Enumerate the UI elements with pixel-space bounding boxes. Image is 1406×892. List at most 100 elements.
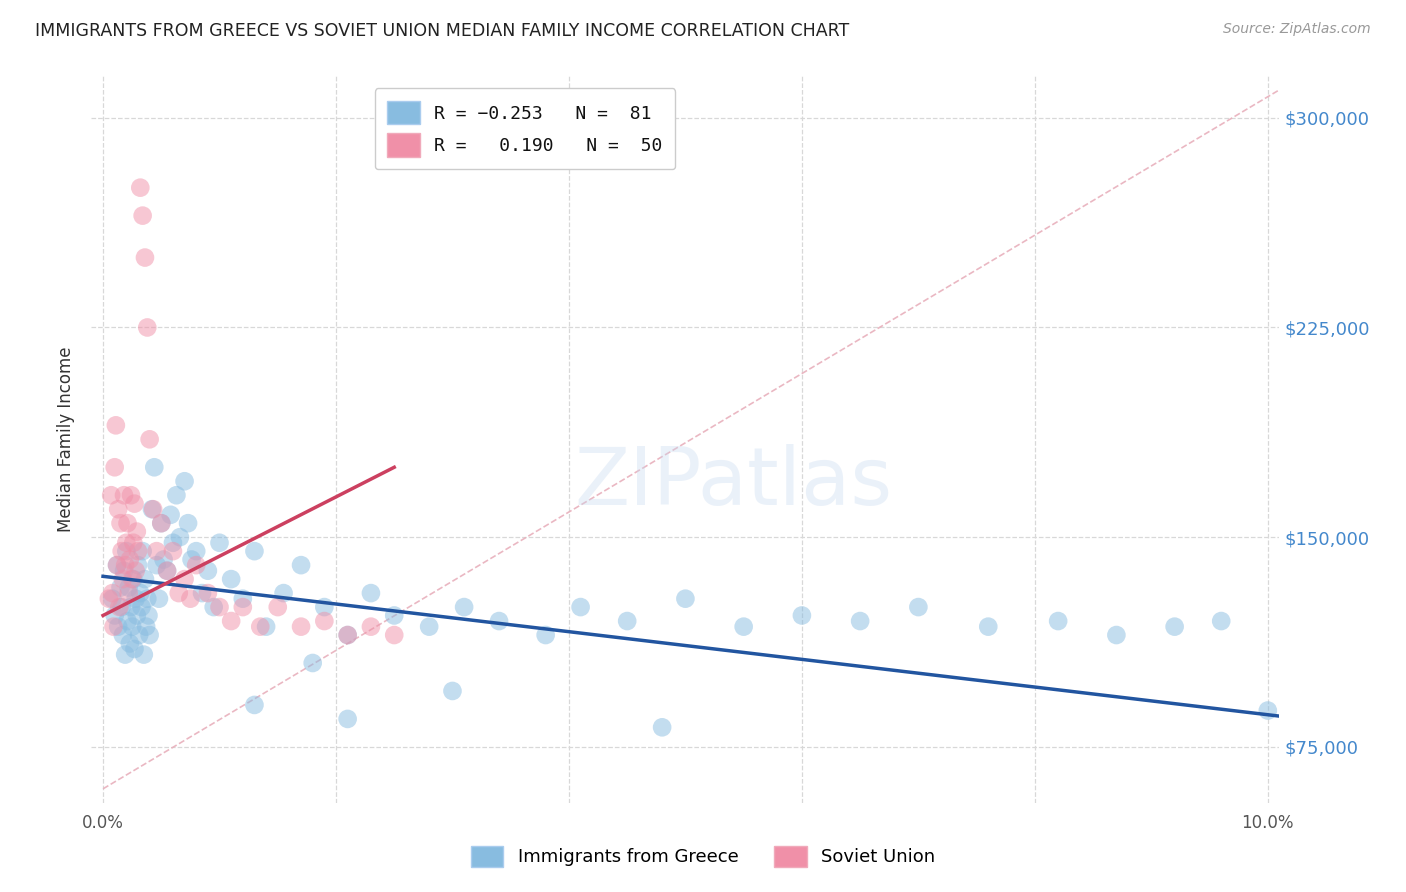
Point <box>273 586 295 600</box>
Point <box>159 508 181 522</box>
Point <box>382 608 405 623</box>
Point <box>197 586 219 600</box>
Point <box>186 544 208 558</box>
Point <box>111 628 134 642</box>
Point <box>441 684 464 698</box>
Point <box>314 614 336 628</box>
Point <box>104 608 127 623</box>
Y-axis label: Median Family Income: Median Family Income <box>58 347 76 532</box>
Point <box>104 418 127 433</box>
Point <box>208 600 231 615</box>
Point <box>290 558 312 573</box>
Point <box>114 648 136 662</box>
Point <box>117 516 139 531</box>
Point <box>114 558 136 573</box>
Point <box>1105 628 1128 642</box>
Point <box>173 475 195 489</box>
Point <box>179 591 201 606</box>
Point <box>105 558 128 573</box>
Point <box>104 460 127 475</box>
Text: ZIPatlas: ZIPatlas <box>574 444 891 522</box>
Point <box>134 572 156 586</box>
Point <box>1257 704 1279 718</box>
Point <box>152 552 174 566</box>
Point <box>112 564 135 578</box>
Point <box>162 544 184 558</box>
Legend: R = −0.253   N =  81, R =   0.190   N =  50: R = −0.253 N = 81, R = 0.190 N = 50 <box>375 88 675 169</box>
Point <box>249 620 271 634</box>
Point <box>100 488 122 502</box>
Point <box>790 608 813 623</box>
Point <box>131 544 153 558</box>
Point <box>124 642 146 657</box>
Point <box>118 552 141 566</box>
Point <box>1047 614 1070 628</box>
Point <box>1211 614 1233 628</box>
Point <box>134 251 156 265</box>
Point <box>162 535 184 549</box>
Point <box>148 591 170 606</box>
Point <box>145 558 167 573</box>
Point <box>110 516 132 531</box>
Point <box>111 572 134 586</box>
Point <box>569 600 592 615</box>
Point <box>197 564 219 578</box>
Text: Source: ZipAtlas.com: Source: ZipAtlas.com <box>1223 22 1371 37</box>
Point <box>165 488 187 502</box>
Point <box>360 586 382 600</box>
Point <box>138 433 160 447</box>
Point <box>232 600 254 615</box>
Point <box>135 620 157 634</box>
Point <box>127 544 149 558</box>
Point <box>108 600 131 615</box>
Point <box>169 530 191 544</box>
Point <box>167 586 190 600</box>
Point <box>136 591 159 606</box>
Point <box>177 516 200 531</box>
Point <box>115 544 138 558</box>
Point <box>173 572 195 586</box>
Point <box>118 581 141 595</box>
Point <box>120 488 142 502</box>
Point <box>208 535 231 549</box>
Point <box>124 497 146 511</box>
Point <box>534 628 557 642</box>
Point <box>105 558 128 573</box>
Point <box>733 620 755 634</box>
Point <box>232 591 254 606</box>
Point <box>129 180 152 194</box>
Point <box>1163 620 1185 634</box>
Point <box>290 620 312 634</box>
Point <box>107 502 129 516</box>
Point <box>118 636 141 650</box>
Point <box>267 600 290 615</box>
Legend: Immigrants from Greece, Soviet Union: Immigrants from Greece, Soviet Union <box>464 838 942 874</box>
Point <box>107 620 129 634</box>
Point <box>115 535 138 549</box>
Point <box>121 620 143 634</box>
Point <box>124 591 146 606</box>
Point <box>336 628 359 642</box>
Point <box>120 600 142 615</box>
Point <box>122 572 145 586</box>
Point <box>156 564 179 578</box>
Point <box>118 586 141 600</box>
Point <box>219 614 242 628</box>
Point <box>110 581 132 595</box>
Point <box>111 544 134 558</box>
Point <box>125 608 148 623</box>
Point <box>616 614 638 628</box>
Point <box>117 614 139 628</box>
Point <box>673 591 696 606</box>
Point <box>127 558 149 573</box>
Point <box>131 209 153 223</box>
Point <box>243 544 266 558</box>
Point <box>111 600 134 615</box>
Point <box>101 591 124 606</box>
Point <box>97 591 120 606</box>
Point <box>129 586 152 600</box>
Point <box>156 564 179 578</box>
Point <box>143 460 166 475</box>
Point <box>124 564 146 578</box>
Point <box>112 488 135 502</box>
